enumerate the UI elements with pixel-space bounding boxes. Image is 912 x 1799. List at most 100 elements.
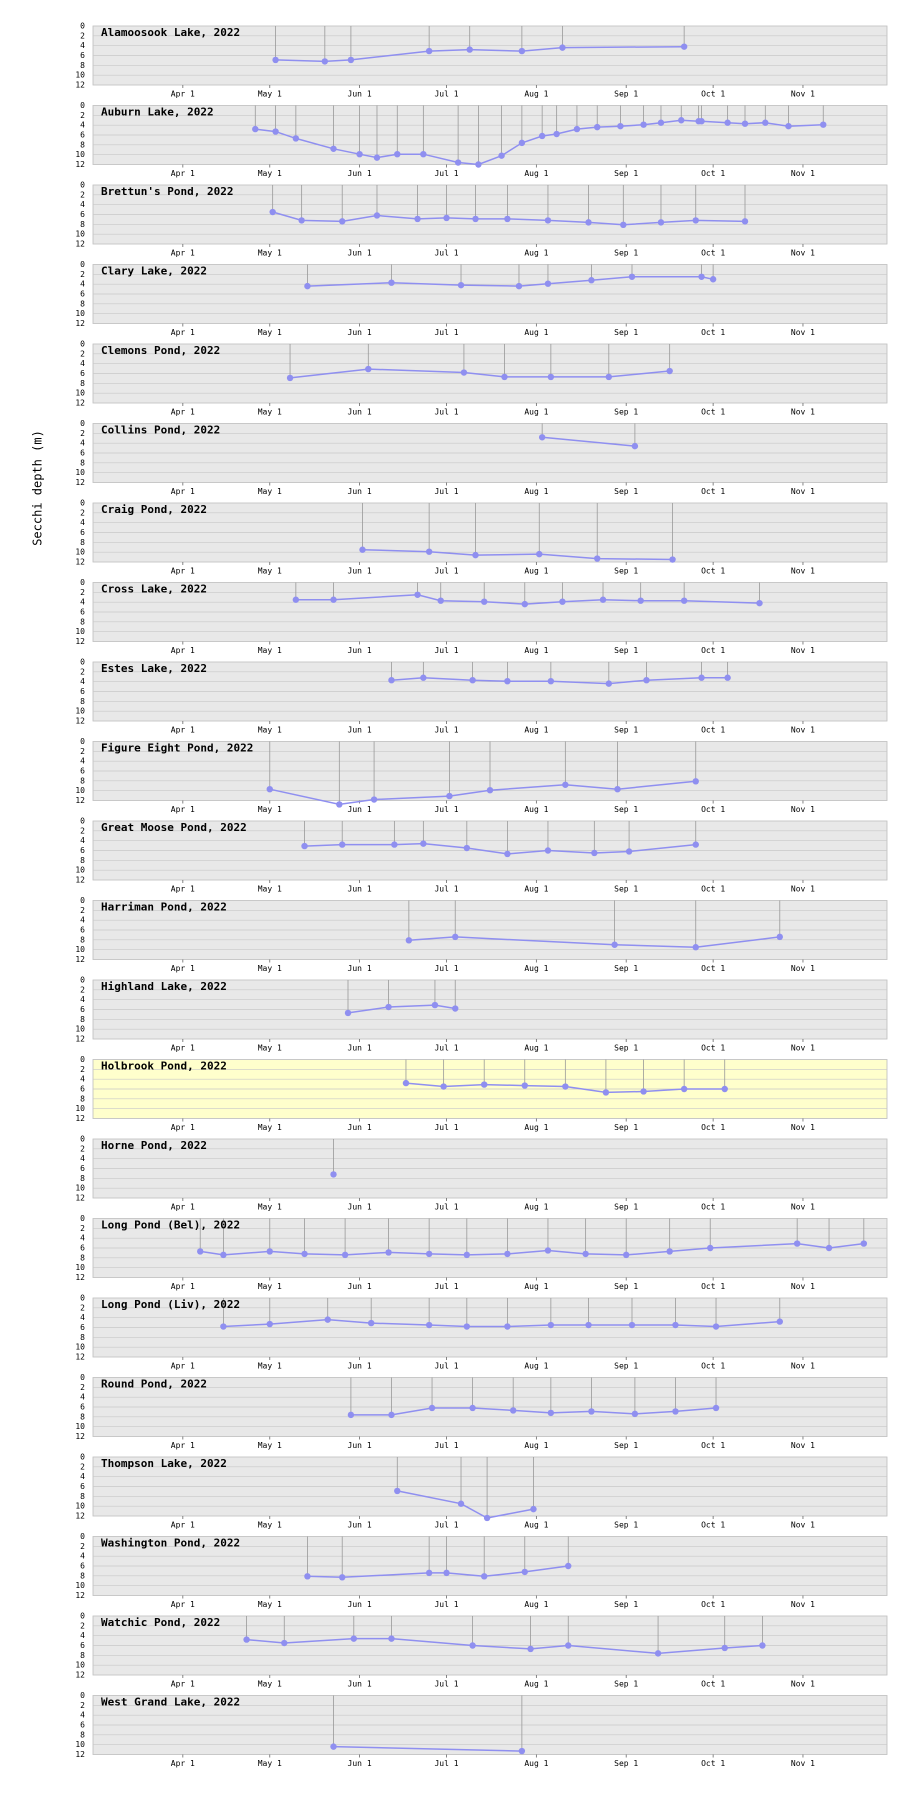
data-point bbox=[388, 1411, 395, 1419]
y-tick-label: 10 bbox=[75, 389, 85, 398]
x-tick-label: Aug 1 bbox=[524, 169, 548, 178]
panel-title: Thompson Lake, 2022 bbox=[101, 1457, 227, 1470]
data-point bbox=[324, 1316, 331, 1323]
y-tick-label: 12 bbox=[75, 1591, 85, 1600]
data-point bbox=[472, 551, 479, 559]
x-tick-label: May 1 bbox=[258, 1123, 282, 1132]
panel-title: West Grand Lake, 2022 bbox=[101, 1696, 240, 1709]
x-tick-label: Aug 1 bbox=[524, 805, 548, 814]
x-tick-label: Nov 1 bbox=[791, 567, 815, 576]
y-tick-label: 2 bbox=[80, 667, 85, 676]
y-tick-label: 12 bbox=[75, 717, 85, 726]
data-point bbox=[594, 123, 601, 131]
x-tick-label: Apr 1 bbox=[171, 1123, 195, 1132]
y-tick-label: 8 bbox=[80, 1094, 85, 1103]
y-tick-label: 4 bbox=[80, 1472, 85, 1481]
data-point bbox=[762, 119, 769, 126]
y-tick-label: 10 bbox=[75, 1025, 85, 1034]
x-tick-label: Jun 1 bbox=[348, 646, 372, 655]
y-tick-label: 2 bbox=[80, 906, 85, 915]
series-line bbox=[362, 548, 673, 561]
y-tick-label: 12 bbox=[75, 637, 85, 646]
y-tick-label: 0 bbox=[80, 499, 85, 508]
data-point bbox=[504, 1323, 511, 1330]
x-tick-label: May 1 bbox=[258, 726, 282, 735]
y-tick-label: 8 bbox=[80, 1333, 85, 1342]
x-tick-label: May 1 bbox=[258, 328, 282, 337]
data-point bbox=[643, 676, 650, 684]
y-tick-label: 6 bbox=[80, 290, 85, 299]
y-tick-label: 4 bbox=[80, 677, 85, 686]
x-tick-label: May 1 bbox=[258, 1044, 282, 1053]
x-tick-label: Oct 1 bbox=[701, 964, 725, 973]
data-point bbox=[347, 56, 355, 64]
x-tick-label: Jun 1 bbox=[348, 1282, 372, 1291]
y-tick-label: 6 bbox=[80, 1005, 85, 1014]
data-point bbox=[657, 219, 665, 226]
data-point bbox=[425, 1321, 433, 1329]
y-tick-label: 4 bbox=[80, 121, 85, 130]
data-point bbox=[457, 281, 465, 289]
panel-title: Washington Pond, 2022 bbox=[101, 1537, 240, 1550]
x-tick-label: Apr 1 bbox=[171, 169, 195, 178]
data-point bbox=[692, 841, 699, 848]
y-tick-label: 2 bbox=[80, 1542, 85, 1551]
data-point bbox=[527, 1645, 534, 1653]
x-tick-label: Oct 1 bbox=[701, 646, 725, 655]
data-point bbox=[544, 217, 552, 224]
data-point bbox=[860, 1240, 868, 1247]
x-tick-label: Apr 1 bbox=[171, 726, 195, 735]
y-tick-label: 2 bbox=[80, 1065, 85, 1074]
y-tick-label: 10 bbox=[75, 1184, 85, 1193]
data-point bbox=[594, 555, 601, 562]
data-point bbox=[388, 279, 395, 286]
data-point bbox=[724, 119, 731, 126]
data-point bbox=[457, 1500, 465, 1507]
y-tick-label: 10 bbox=[75, 1343, 85, 1352]
x-tick-label: Aug 1 bbox=[524, 408, 548, 417]
x-tick-label: Nov 1 bbox=[791, 487, 815, 496]
x-tick-label: Nov 1 bbox=[791, 1123, 815, 1132]
y-tick-label: 6 bbox=[80, 767, 85, 776]
x-tick-label: Nov 1 bbox=[791, 408, 815, 417]
y-tick-label: 12 bbox=[75, 955, 85, 964]
y-tick-label: 12 bbox=[75, 160, 85, 169]
data-point bbox=[298, 217, 305, 224]
x-tick-label: Jun 1 bbox=[348, 1044, 372, 1053]
x-tick-label: May 1 bbox=[258, 1282, 282, 1291]
y-tick-label: 8 bbox=[80, 220, 85, 229]
y-tick-label: 4 bbox=[80, 757, 85, 766]
x-tick-label: Oct 1 bbox=[701, 408, 725, 417]
data-point bbox=[420, 674, 427, 681]
x-tick-label: Jun 1 bbox=[348, 408, 372, 417]
x-tick-label: Sep 1 bbox=[614, 1759, 638, 1768]
data-point bbox=[544, 280, 552, 287]
x-tick-label: Apr 1 bbox=[171, 1759, 195, 1768]
x-tick-label: Sep 1 bbox=[614, 249, 638, 258]
y-tick-label: 12 bbox=[75, 1432, 85, 1441]
y-tick-label: 12 bbox=[75, 1353, 85, 1362]
y-tick-label: 10 bbox=[75, 1263, 85, 1272]
y-tick-label: 10 bbox=[75, 309, 85, 318]
x-tick-label: Jun 1 bbox=[348, 1680, 372, 1689]
panel-title: Long Pond (Liv), 2022 bbox=[101, 1298, 240, 1311]
y-tick-label: 6 bbox=[80, 449, 85, 458]
y-tick-label: 6 bbox=[80, 926, 85, 935]
data-point bbox=[637, 597, 644, 604]
x-tick-label: Apr 1 bbox=[171, 1521, 195, 1530]
y-tick-label: 8 bbox=[80, 1015, 85, 1024]
panel-title: Craig Pond, 2022 bbox=[101, 503, 207, 516]
x-tick-label: Jun 1 bbox=[348, 726, 372, 735]
data-point bbox=[301, 842, 308, 850]
data-point bbox=[385, 1249, 392, 1256]
x-tick-label: Sep 1 bbox=[614, 408, 638, 417]
y-tick-label: 4 bbox=[80, 1631, 85, 1640]
data-point bbox=[466, 46, 473, 53]
x-tick-label: Jun 1 bbox=[348, 487, 372, 496]
y-tick-label: 12 bbox=[75, 1035, 85, 1044]
data-point bbox=[481, 598, 488, 605]
data-point bbox=[640, 121, 647, 128]
data-point bbox=[741, 218, 749, 225]
y-tick-label: 2 bbox=[80, 111, 85, 120]
y-tick-label: 6 bbox=[80, 1323, 85, 1332]
